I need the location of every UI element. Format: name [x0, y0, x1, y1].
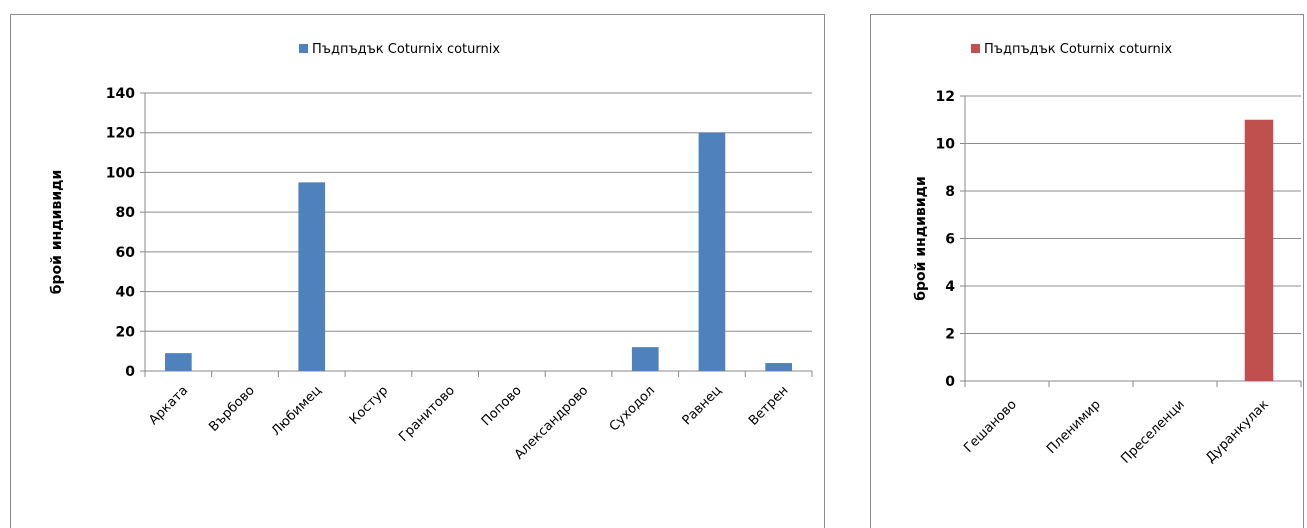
- x-tick-label: Гешаново: [961, 397, 1020, 456]
- bar: [765, 363, 792, 371]
- x-tick-label: Александрово: [512, 383, 592, 463]
- y-tick-label: 8: [945, 184, 955, 200]
- y-axis-label: брой индивиди: [49, 170, 65, 294]
- bar: [298, 182, 326, 371]
- bar: [165, 353, 192, 371]
- legend-swatch: [971, 44, 980, 53]
- y-tick-label: 40: [116, 285, 136, 301]
- y-tick-label: 4: [945, 279, 955, 295]
- x-tick-label: Равнец: [680, 383, 725, 428]
- y-tick-label: 80: [116, 205, 136, 221]
- y-tick-label: 6: [945, 232, 955, 248]
- y-tick-label: 2: [945, 327, 955, 343]
- legend-label: Пъдпъдък Coturnix coturnix: [312, 42, 500, 57]
- x-tick-label: Попово: [479, 383, 525, 429]
- y-tick-label: 0: [125, 364, 135, 380]
- chart-right-svg: Пъдпъдък Coturnix coturnix 0 2 4 6 8 10 12 брой …: [913, 42, 1302, 467]
- chart-left-svg: Пъдпъдък Coturnix coturnix 0 20 40 60 80 100 12…: [49, 42, 813, 463]
- x-tick-label: Арката: [146, 383, 191, 428]
- x-tick-label: Гранитово: [396, 383, 458, 445]
- chart-right-panel: Пъдпъдък Coturnix coturnix 0 2 4 6 8 10 12 брой …: [870, 14, 1304, 528]
- y-axis-label: брой индивиди: [913, 176, 929, 300]
- legend-label: Пъдпъдък Coturnix coturnix: [984, 42, 1172, 57]
- legend: Пъдпъдък Coturnix coturnix: [971, 42, 1172, 57]
- x-tick-label: Любимец: [269, 383, 325, 439]
- y-tick-label: 100: [106, 165, 135, 181]
- y-tick-label: 10: [936, 137, 956, 153]
- legend: Пъдпъдък Coturnix coturnix: [299, 42, 500, 57]
- bar: [631, 347, 659, 371]
- y-tick-label: 140: [106, 86, 135, 102]
- y-tick-label: 20: [116, 324, 136, 340]
- x-tick-label: Суходол: [607, 383, 658, 434]
- legend-swatch: [299, 44, 308, 53]
- x-tick-label: Ветрен: [746, 383, 791, 428]
- x-tick-label: Дуранкулак: [1203, 397, 1272, 466]
- y-tick-label: 0: [945, 374, 955, 390]
- chart-left-panel: Пъдпъдък Coturnix coturnix 0 20 40 60 80 100 12…: [10, 14, 825, 528]
- x-tick-label: Преселенци: [1118, 397, 1187, 466]
- bar: [1244, 119, 1274, 381]
- bar: [698, 132, 726, 371]
- x-tick-label: Костур: [347, 383, 391, 427]
- y-tick-label: 12: [936, 89, 955, 105]
- y-tick-label: 120: [106, 126, 135, 142]
- x-tick-label: Пленимир: [1044, 397, 1104, 457]
- x-tick-label: Върбово: [206, 383, 258, 435]
- y-tick-label: 60: [116, 245, 136, 261]
